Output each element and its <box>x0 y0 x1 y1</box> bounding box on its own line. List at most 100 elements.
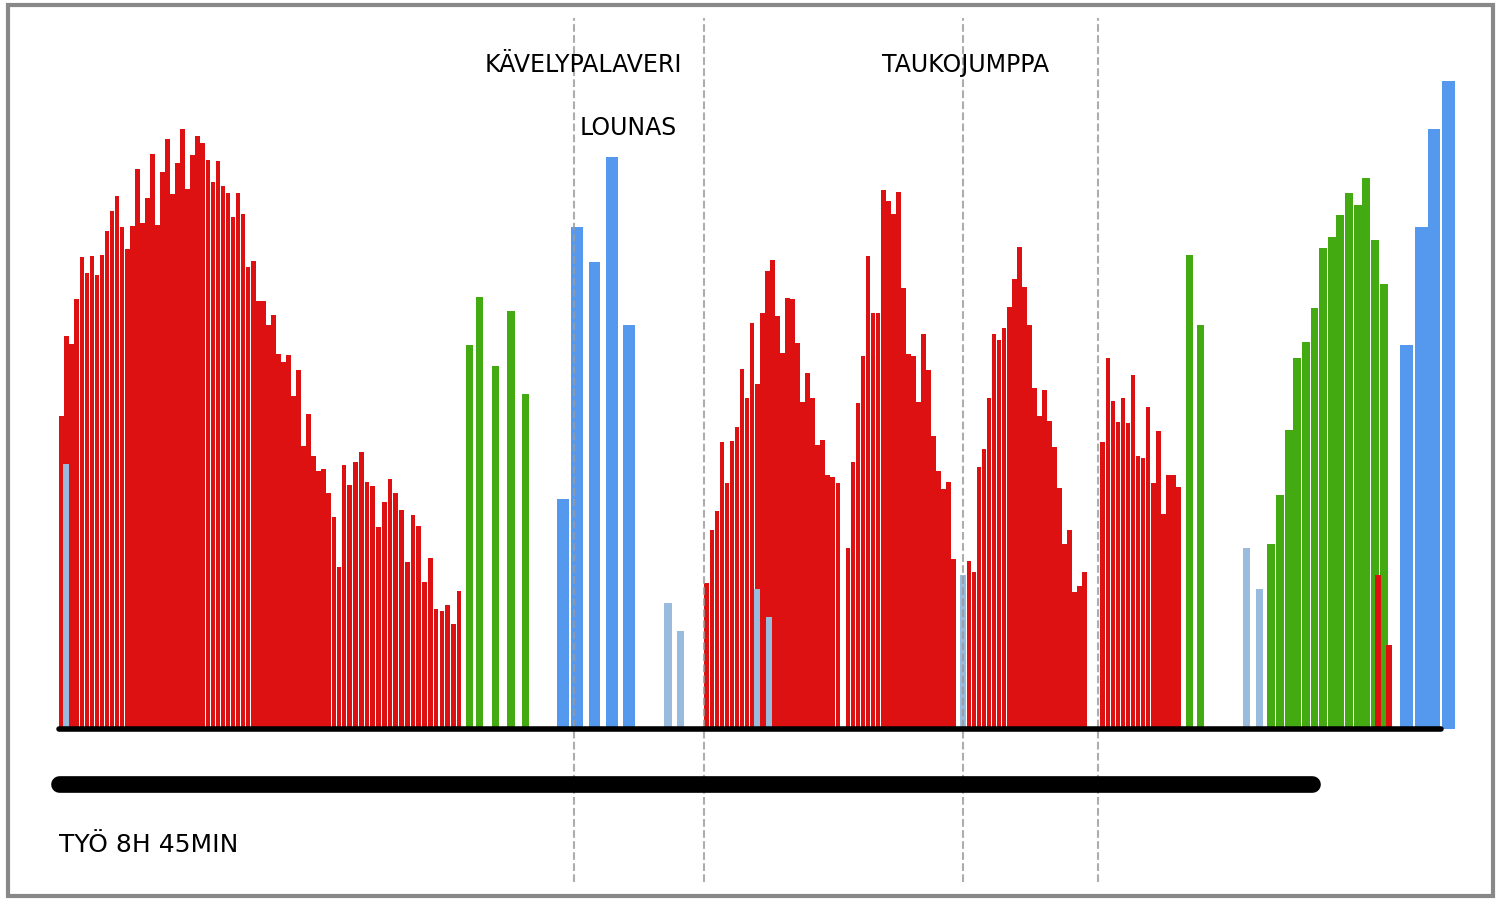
Bar <box>902 288 906 729</box>
Bar <box>423 582 427 729</box>
Bar <box>116 196 120 729</box>
Bar <box>280 362 285 729</box>
Bar <box>201 143 206 729</box>
Bar <box>176 163 180 729</box>
Bar <box>1197 325 1204 729</box>
Bar <box>1062 544 1066 729</box>
Bar <box>1276 495 1284 729</box>
Bar <box>246 267 250 729</box>
Bar <box>1106 358 1110 729</box>
Bar <box>165 139 170 729</box>
Bar <box>327 493 332 729</box>
Bar <box>606 158 618 729</box>
Bar <box>750 323 754 729</box>
Bar <box>276 354 280 729</box>
Bar <box>171 194 176 729</box>
Text: KÄVELYPALAVERI: KÄVELYPALAVERI <box>484 53 682 76</box>
Bar <box>1136 455 1140 729</box>
Bar <box>440 611 444 729</box>
Bar <box>446 605 450 729</box>
Bar <box>272 314 276 729</box>
Bar <box>754 383 759 729</box>
Bar <box>816 445 821 729</box>
Bar <box>382 502 387 729</box>
Bar <box>664 603 672 729</box>
Bar <box>972 572 976 729</box>
Bar <box>951 559 956 729</box>
Bar <box>1017 247 1022 729</box>
Bar <box>242 214 246 729</box>
Bar <box>1131 375 1136 729</box>
Bar <box>251 261 255 729</box>
Bar <box>370 485 375 729</box>
Bar <box>795 343 800 729</box>
Bar <box>206 160 210 729</box>
Bar <box>981 448 987 729</box>
Bar <box>765 271 770 729</box>
Bar <box>342 465 346 729</box>
Bar <box>63 464 69 729</box>
Text: LOUNAS: LOUNAS <box>580 115 678 140</box>
Bar <box>1028 326 1032 729</box>
Bar <box>1032 388 1036 729</box>
Bar <box>936 471 940 729</box>
Bar <box>1256 590 1263 729</box>
Bar <box>976 467 981 729</box>
Bar <box>522 394 530 729</box>
Bar <box>316 471 321 729</box>
Bar <box>306 414 310 729</box>
Bar <box>714 510 718 729</box>
Bar <box>886 202 891 729</box>
Bar <box>195 137 200 729</box>
Bar <box>705 583 710 729</box>
Bar <box>417 526 422 729</box>
Text: TAUKOJUMPPA: TAUKOJUMPPA <box>882 53 1050 76</box>
Bar <box>1125 423 1131 729</box>
Bar <box>1400 346 1413 729</box>
Bar <box>186 189 190 729</box>
Bar <box>1072 592 1077 729</box>
Bar <box>124 248 129 729</box>
Bar <box>831 477 836 729</box>
Bar <box>225 193 231 729</box>
Bar <box>776 316 780 729</box>
Bar <box>1083 572 1088 729</box>
Bar <box>754 590 760 729</box>
Bar <box>806 374 810 729</box>
Bar <box>729 441 735 729</box>
Bar <box>150 154 154 729</box>
Bar <box>780 353 784 729</box>
Bar <box>588 262 600 729</box>
Bar <box>210 182 214 729</box>
Bar <box>358 452 363 729</box>
Bar <box>452 625 456 729</box>
Bar <box>846 548 850 729</box>
Bar <box>231 217 236 729</box>
Bar <box>1336 215 1344 729</box>
Bar <box>871 313 876 729</box>
Bar <box>1185 255 1192 729</box>
Bar <box>399 510 404 729</box>
Bar <box>946 482 951 729</box>
Bar <box>154 225 159 729</box>
Bar <box>556 499 568 729</box>
Bar <box>180 129 184 729</box>
Bar <box>411 515 416 729</box>
Bar <box>1007 308 1011 729</box>
Bar <box>286 355 291 729</box>
Bar <box>1101 442 1106 729</box>
Bar <box>1302 342 1310 729</box>
Bar <box>1013 279 1017 729</box>
Bar <box>724 483 729 729</box>
Bar <box>60 416 64 729</box>
Bar <box>720 442 724 729</box>
Bar <box>1428 130 1440 729</box>
Bar <box>302 446 306 729</box>
Bar <box>1156 430 1161 729</box>
Bar <box>69 344 74 729</box>
Bar <box>876 313 880 729</box>
Bar <box>135 169 140 729</box>
Bar <box>740 369 744 729</box>
Bar <box>810 398 814 729</box>
Bar <box>1110 400 1114 729</box>
